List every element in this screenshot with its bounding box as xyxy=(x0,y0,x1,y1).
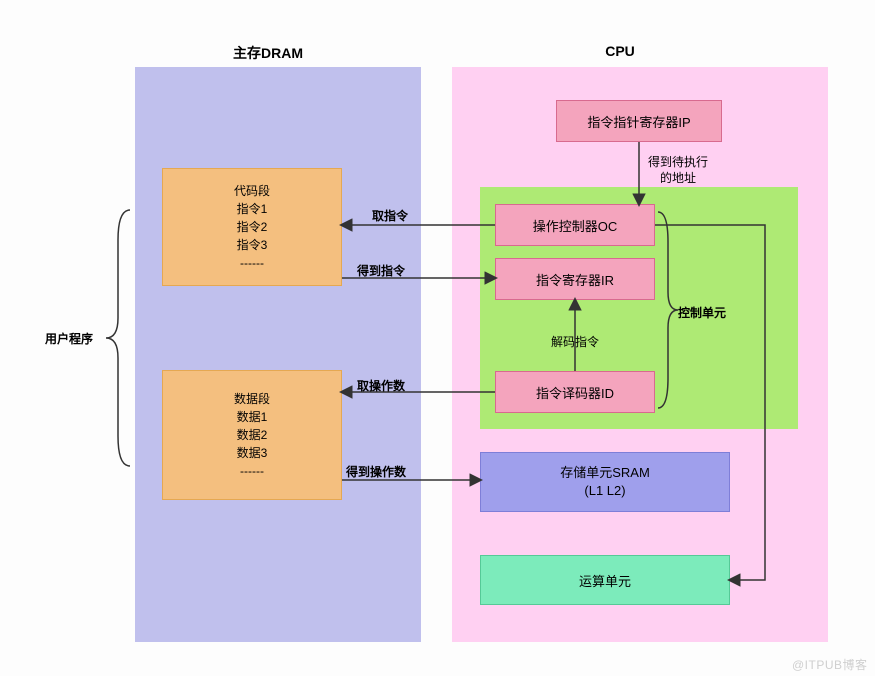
oc-label: 操作控制器OC xyxy=(533,216,618,235)
data-line-2: 数据2 xyxy=(237,426,268,444)
data-line-1: 数据1 xyxy=(237,408,268,426)
code-line-3: 指令3 xyxy=(237,236,268,254)
got-oper-label: 得到操作数 xyxy=(346,463,406,480)
data-line-4: ------ xyxy=(240,462,264,480)
code-segment-node: 代码段 指令1 指令2 指令3 ------ xyxy=(162,168,342,286)
fetch-oper-label: 取操作数 xyxy=(357,377,405,394)
sram-label-2: (L1 L2) xyxy=(584,482,625,500)
control-unit-label: 控制单元 xyxy=(678,304,726,321)
data-line-3: 数据3 xyxy=(237,444,268,462)
code-line-2: 指令2 xyxy=(237,218,268,236)
alu-label: 运算单元 xyxy=(579,571,631,590)
dram-region xyxy=(135,67,421,642)
sram-label-1: 存储单元SRAM xyxy=(560,464,650,482)
ir-label: 指令寄存器IR xyxy=(536,270,614,289)
watermark: @ITPUB博客 xyxy=(792,656,868,673)
ip-arrow-label-1: 得到待执行 xyxy=(648,155,708,169)
ir-node: 指令寄存器IR xyxy=(495,258,655,300)
cpu-title: CPU xyxy=(580,43,660,59)
id-label: 指令译码器ID xyxy=(536,383,614,402)
code-line-1: 指令1 xyxy=(237,200,268,218)
diagram-root: 主存DRAM CPU 指令指针寄存器IP 操作控制器OC 指令寄存器IR 指令译… xyxy=(0,0,875,676)
oc-node: 操作控制器OC xyxy=(495,204,655,246)
got-instr-label: 得到指令 xyxy=(357,262,405,279)
id-node: 指令译码器ID xyxy=(495,371,655,413)
ip-label: 指令指针寄存器IP xyxy=(587,112,690,131)
fetch-instr-label: 取指令 xyxy=(372,207,408,224)
ip-arrow-label-2: 的地址 xyxy=(660,171,696,185)
left-brace xyxy=(106,210,130,466)
ip-register-node: 指令指针寄存器IP xyxy=(556,100,722,142)
sram-node: 存储单元SRAM (L1 L2) xyxy=(480,452,730,512)
dram-title: 主存DRAM xyxy=(208,43,328,63)
decode-label: 解码指令 xyxy=(551,335,599,351)
data-line-0: 数据段 xyxy=(234,390,270,408)
data-segment-node: 数据段 数据1 数据2 数据3 ------ xyxy=(162,370,342,500)
alu-node: 运算单元 xyxy=(480,555,730,605)
code-line-4: ------ xyxy=(240,254,264,272)
user-program-label: 用户程序 xyxy=(45,330,93,347)
ip-arrow-label: 得到待执行 的地址 xyxy=(648,155,708,186)
code-line-0: 代码段 xyxy=(234,182,270,200)
